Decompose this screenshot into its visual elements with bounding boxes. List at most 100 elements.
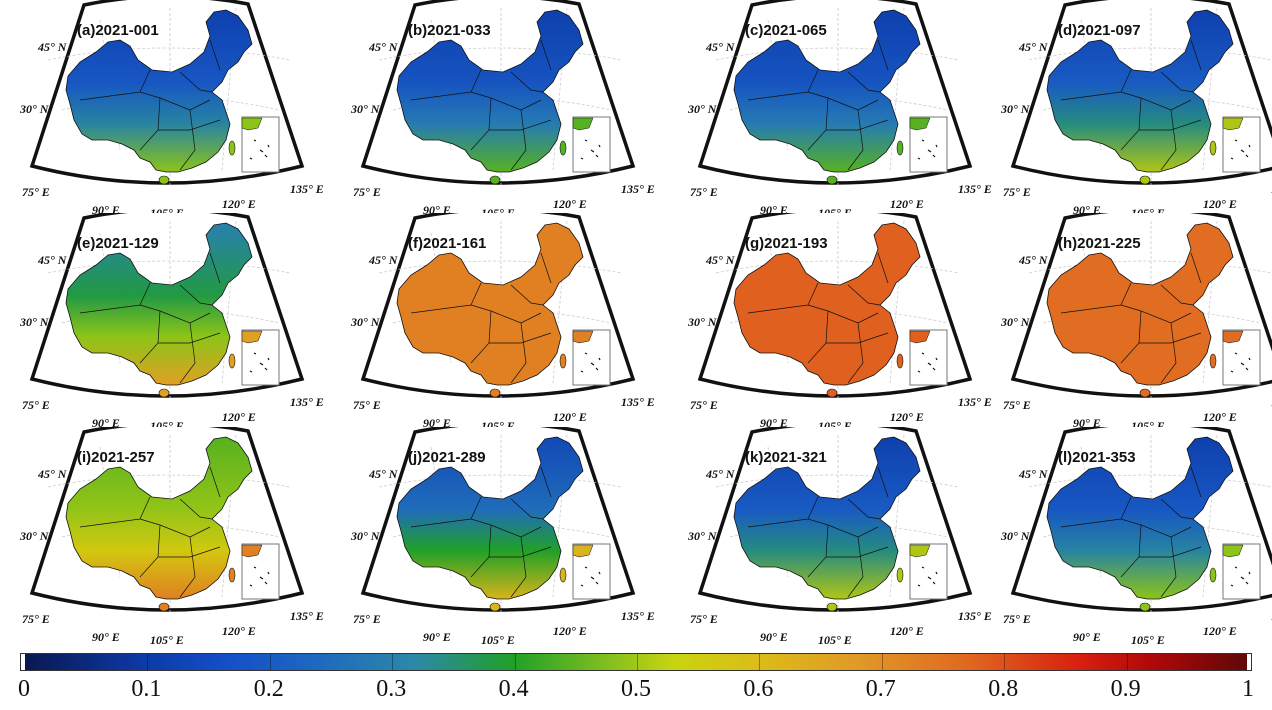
map-svg bbox=[697, 427, 973, 612]
inset-islands bbox=[580, 352, 601, 373]
colorbar-tick bbox=[514, 654, 516, 670]
axis-label-lon135: 135° E bbox=[958, 395, 992, 409]
axis-label-lon75: 75° E bbox=[690, 398, 718, 412]
colorbar-tick bbox=[759, 654, 761, 670]
province-borders bbox=[1060, 39, 1202, 171]
inset-coast bbox=[909, 330, 931, 344]
inset-coast bbox=[1222, 117, 1244, 131]
map-svg bbox=[1010, 213, 1272, 398]
inset-islands bbox=[917, 566, 938, 587]
map-svg bbox=[360, 213, 636, 398]
axis-label-lon75: 75° E bbox=[1003, 612, 1031, 626]
inset-coast bbox=[572, 330, 594, 344]
inset-islands bbox=[917, 352, 938, 373]
axis-label-lon105: 105° E bbox=[818, 633, 852, 647]
province-borders bbox=[79, 252, 221, 384]
axis-label-lon120: 120° E bbox=[890, 624, 924, 638]
axis-label-lon135: 135° E bbox=[621, 609, 655, 623]
axis-label-lon75: 75° E bbox=[22, 612, 50, 626]
axis-label-lon105: 105° E bbox=[481, 633, 515, 647]
hainan-island bbox=[826, 602, 838, 612]
axis-label-lon120: 120° E bbox=[553, 197, 587, 211]
map-svg bbox=[1010, 427, 1272, 612]
colorbar-tick-label: 0.9 bbox=[1110, 676, 1141, 702]
map-svg bbox=[697, 0, 973, 185]
map-panel: (k)2021-321 45° N 30° N 75° E 90° E 105° E 12… bbox=[668, 427, 992, 647]
hainan-island bbox=[826, 388, 838, 398]
axis-label-lat30: 30° N bbox=[351, 102, 380, 116]
colorbar-tick-label: 0 bbox=[18, 676, 30, 702]
taiwan-island bbox=[896, 353, 904, 369]
axis-label-lon105: 105° E bbox=[1131, 633, 1165, 647]
inset-coast bbox=[572, 117, 594, 131]
axis-label-lon90: 90° E bbox=[423, 630, 451, 644]
map-panel: (l)2021-353 45° N 30° N 75° E 90° E 105° E 12… bbox=[981, 427, 1272, 647]
colorbar-tick bbox=[392, 654, 394, 670]
china-map bbox=[65, 436, 253, 600]
axis-label-lat30: 30° N bbox=[688, 529, 717, 543]
hainan-island bbox=[489, 388, 501, 398]
axis-label-lon120: 120° E bbox=[222, 410, 256, 424]
axis-label-lon90: 90° E bbox=[92, 630, 120, 644]
panel-title: (f)2021-161 bbox=[408, 235, 487, 252]
axis-label-lat30: 30° N bbox=[20, 102, 49, 116]
province-borders bbox=[747, 39, 889, 171]
axis-label-lat30: 30° N bbox=[351, 315, 380, 329]
axis-label-lon75: 75° E bbox=[22, 398, 50, 412]
panel-title: (a)2021-001 bbox=[77, 22, 159, 39]
axis-label-lon75: 75° E bbox=[353, 185, 381, 199]
inset-islands bbox=[580, 566, 601, 587]
colorbar-tick bbox=[147, 654, 149, 670]
inset-coast bbox=[572, 544, 594, 558]
panel-title: (k)2021-321 bbox=[745, 449, 827, 466]
china-map bbox=[65, 9, 253, 173]
colorbar-tick bbox=[637, 654, 638, 670]
map-panel: (h)2021-225 45° N 30° N 75° E 90° E 105° E 12… bbox=[981, 213, 1272, 433]
province-borders bbox=[79, 466, 221, 598]
hainan-island bbox=[489, 602, 501, 612]
inset-islands bbox=[917, 139, 938, 160]
axis-label-lon75: 75° E bbox=[353, 398, 381, 412]
map-svg bbox=[29, 213, 305, 398]
province-borders bbox=[747, 252, 889, 384]
axis-label-lon135: 135° E bbox=[290, 609, 324, 623]
province-borders bbox=[747, 466, 889, 598]
axis-label-lat30: 30° N bbox=[20, 529, 49, 543]
axis-label-lon135: 135° E bbox=[621, 395, 655, 409]
hainan-island bbox=[1139, 175, 1151, 185]
colorbar-tick bbox=[1004, 654, 1006, 670]
map-panel: (e)2021-129 45° N 30° N 75° E 90° E 105° E 12… bbox=[0, 213, 324, 433]
axis-label-lon120: 120° E bbox=[1203, 410, 1237, 424]
panel-title: (l)2021-353 bbox=[1058, 449, 1136, 466]
axis-label-lon135: 135° E bbox=[958, 182, 992, 196]
colorbar-tick-label: 0.2 bbox=[253, 676, 284, 702]
province-borders bbox=[1060, 252, 1202, 384]
hainan-island bbox=[1139, 602, 1151, 612]
china-map bbox=[733, 9, 921, 173]
hainan-island bbox=[826, 175, 838, 185]
axis-label-lat45: 45° N bbox=[1019, 467, 1048, 481]
map-panel: (j)2021-289 45° N 30° N 75° E 90° E 105° E 12… bbox=[331, 427, 655, 647]
province-borders bbox=[410, 39, 552, 171]
inset-islands bbox=[1230, 566, 1251, 587]
province-borders bbox=[410, 252, 552, 384]
taiwan-island bbox=[1209, 140, 1217, 156]
axis-label-lon90: 90° E bbox=[760, 630, 788, 644]
taiwan-island bbox=[559, 353, 567, 369]
inset-islands bbox=[249, 352, 270, 373]
colorbar-tick-label: 0.4 bbox=[498, 676, 529, 702]
axis-label-lat45: 45° N bbox=[369, 40, 398, 54]
map-svg bbox=[29, 0, 305, 185]
axis-label-lon120: 120° E bbox=[553, 410, 587, 424]
inset-islands bbox=[249, 139, 270, 160]
axis-label-lon120: 120° E bbox=[553, 624, 587, 638]
colorbar-tick bbox=[1126, 654, 1128, 670]
taiwan-island bbox=[1209, 567, 1217, 583]
axis-label-lon75: 75° E bbox=[690, 612, 718, 626]
colorbar-tick-label: 0.8 bbox=[988, 676, 1019, 702]
axis-label-lon120: 120° E bbox=[222, 624, 256, 638]
map-svg bbox=[29, 427, 305, 612]
colorbar-tick-label: 0.7 bbox=[865, 676, 896, 702]
axis-label-lon135: 135° E bbox=[958, 609, 992, 623]
axis-label-lon105: 105° E bbox=[150, 633, 184, 647]
